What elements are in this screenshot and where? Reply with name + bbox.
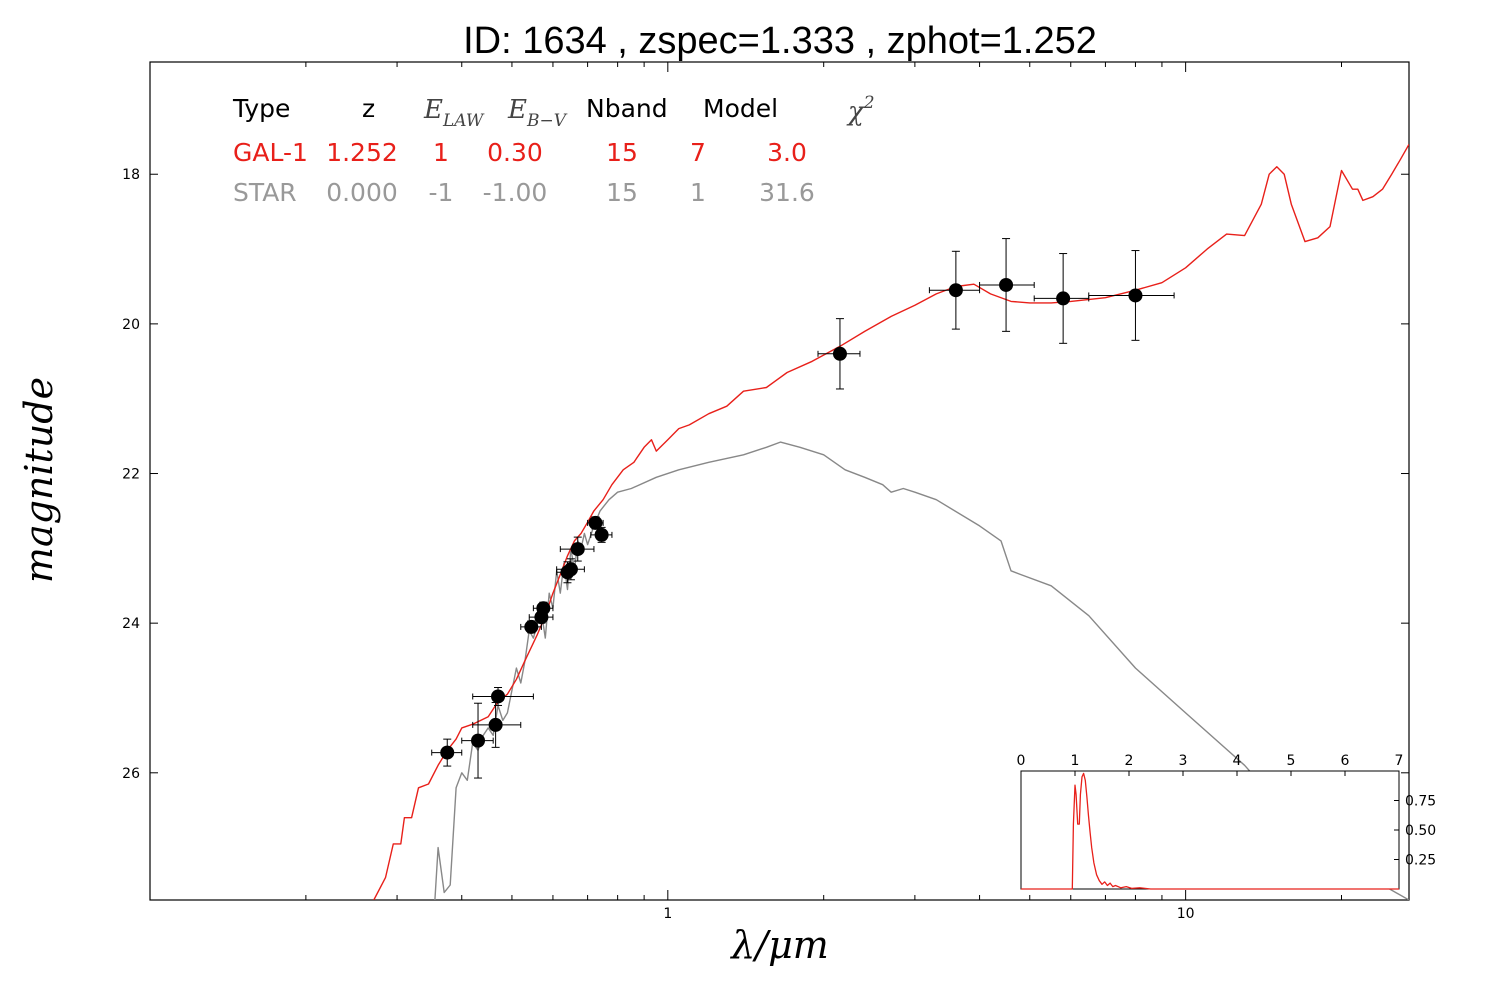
- data-marker: [999, 277, 1014, 292]
- table-header-type: Type: [232, 94, 290, 123]
- data-marker: [488, 717, 503, 732]
- data-marker: [570, 542, 585, 557]
- inset-x-tick-label: 2: [1125, 753, 1134, 769]
- table-header-z: z: [362, 94, 375, 123]
- data-point: [587, 515, 604, 530]
- data-point: [520, 619, 542, 634]
- data-point: [1033, 253, 1090, 344]
- y-axis-label: magnitude: [17, 377, 61, 583]
- table-cell-model: 7: [690, 138, 706, 167]
- data-marker: [1056, 291, 1071, 306]
- inset-x-tick-label: 5: [1287, 753, 1296, 769]
- table-cell-law: -1: [429, 178, 454, 207]
- y-tick-label: 22: [122, 467, 140, 483]
- data-marker: [536, 601, 551, 616]
- table-cell-chi2: 31.6: [759, 178, 815, 207]
- inset-x-tick-label: 1: [1071, 753, 1080, 769]
- data-point: [559, 536, 595, 562]
- inset-x-tick-label: 4: [1233, 753, 1242, 769]
- data-point: [472, 687, 534, 706]
- y-tick-label: 18: [122, 167, 140, 183]
- table-cell-type: STAR: [233, 178, 297, 207]
- table-header-ebv: EB−V: [507, 95, 568, 131]
- data-point: [461, 702, 494, 779]
- data-point: [928, 250, 981, 330]
- data-marker: [948, 283, 963, 298]
- data-marker: [563, 562, 578, 577]
- y-tick-label: 20: [122, 317, 140, 333]
- data-point: [556, 558, 585, 581]
- data-marker: [594, 527, 609, 542]
- data-point: [532, 601, 554, 616]
- plot-frame: [149, 61, 1410, 901]
- data-marker: [524, 619, 539, 634]
- y-tick-label: 26: [122, 766, 140, 782]
- data-marker: [471, 733, 486, 748]
- table-cell-nband: 15: [606, 138, 638, 167]
- table-cell-nband: 15: [606, 178, 638, 207]
- table-cell-z: 0.000: [326, 178, 398, 207]
- data-point: [979, 238, 1035, 332]
- table-header-nband: Nband: [586, 94, 668, 123]
- table-cell-z: 1.252: [326, 138, 398, 167]
- data-marker: [832, 346, 847, 361]
- y-tick-label: 24: [122, 616, 140, 632]
- data-marker: [440, 745, 455, 760]
- series-line-gal-1: [373, 143, 1409, 900]
- inset-x-tick-label: 6: [1341, 753, 1350, 769]
- data-point: [431, 738, 463, 767]
- x-tick-label: 10: [1177, 906, 1195, 922]
- data-marker: [588, 515, 603, 530]
- x-tick-label: 1: [663, 906, 672, 922]
- fit-table: Type z ELAW EB−V Nband Model χ2 GAL-1 1.2…: [232, 93, 875, 207]
- data-point: [590, 526, 613, 543]
- chart-title: ID: 1634 , zspec=1.333 , zphot=1.252: [463, 20, 1097, 62]
- table-cell-type: GAL-1: [233, 138, 308, 167]
- table-header-model: Model: [703, 94, 778, 123]
- inset-frame: [1020, 770, 1400, 890]
- x-axis-ticks: 1 10: [305, 62, 1343, 922]
- inset-y-tick-label: 0.75: [1405, 794, 1436, 810]
- pdz-curve: [1021, 772, 1399, 890]
- table-cell-law: 1: [433, 138, 449, 167]
- inset-x-tick-label: 0: [1017, 753, 1026, 769]
- table-header-chi2: χ2: [846, 93, 875, 127]
- inset-y-tick-label: 0.50: [1405, 823, 1436, 839]
- table-header-elaw: ELAW: [423, 95, 485, 131]
- data-marker: [491, 689, 506, 704]
- pdz-inset: 0 1 2 3 4 5 6 7 0.25 0.50 0.75: [1017, 753, 1436, 890]
- inset-x-tick-label: 3: [1179, 753, 1188, 769]
- inset-y-tick-label: 0.25: [1405, 853, 1436, 869]
- data-marker: [1128, 288, 1143, 303]
- data-point: [1088, 250, 1175, 341]
- table-cell-ebv: 0.30: [487, 138, 543, 167]
- x-axis-label: λ/μm: [729, 923, 829, 967]
- table-cell-chi2: 3.0: [767, 138, 807, 167]
- inset-x-tick-label: 7: [1395, 753, 1404, 769]
- table-cell-ebv: -1.00: [483, 178, 548, 207]
- photometry-points: [431, 238, 1175, 779]
- data-point: [817, 318, 861, 390]
- table-cell-model: 1: [690, 178, 706, 207]
